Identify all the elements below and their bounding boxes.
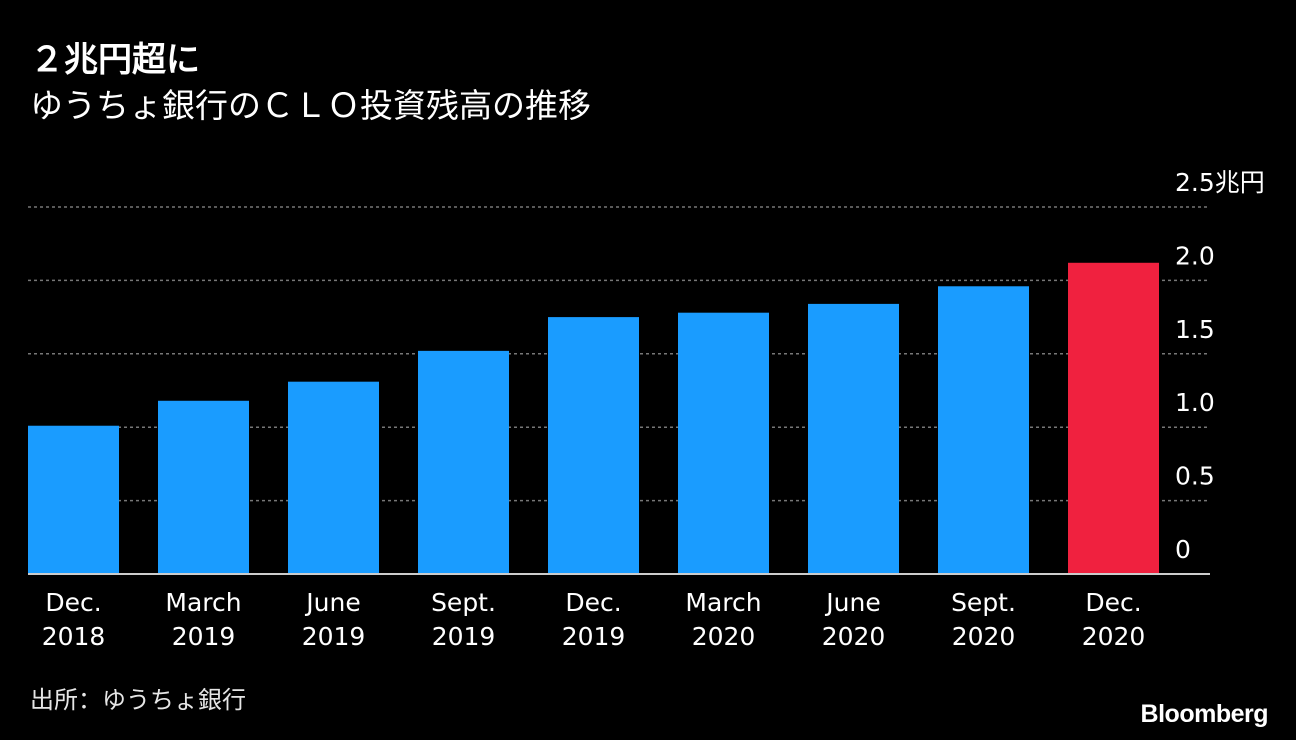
x-tick-labels: Dec. 2018 March 2019 June 2019 Sept. 2019 Dec. 20… xyxy=(42,588,1146,651)
x-tick-period: Sept. xyxy=(951,588,1016,617)
x-tick-year: 2019 xyxy=(432,622,496,651)
bar xyxy=(288,381,379,574)
bar xyxy=(158,400,249,574)
x-tick-year: 2020 xyxy=(1082,622,1146,651)
x-tick-period: Dec. xyxy=(45,588,101,617)
bar xyxy=(548,317,639,574)
x-tick-label: March 2020 xyxy=(685,588,761,651)
bar xyxy=(678,312,769,574)
y-tick-label: 1.0 xyxy=(1175,388,1215,417)
x-tick-period: March xyxy=(685,588,761,617)
y-tick-label: 2.5兆円 xyxy=(1175,168,1265,197)
bar xyxy=(28,425,119,574)
x-tick-period: Dec. xyxy=(565,588,621,617)
x-tick-period: June xyxy=(304,588,360,617)
x-tick-label: March 2019 xyxy=(165,588,241,651)
x-tick-label: June 2019 xyxy=(302,588,366,651)
x-tick-year: 2019 xyxy=(172,622,236,651)
bar xyxy=(938,286,1029,574)
bar xyxy=(1068,262,1159,574)
x-tick-label: Dec. 2020 xyxy=(1082,588,1146,651)
chart-subtitle: ゆうちょ銀行のＣＬＯ投資残高の推移 xyxy=(30,86,591,125)
x-tick-label: June 2020 xyxy=(822,588,886,651)
x-tick-year: 2020 xyxy=(822,622,886,651)
x-tick-label: Dec. 2018 xyxy=(42,588,106,651)
x-tick-period: Sept. xyxy=(431,588,496,617)
x-tick-label: Sept. 2020 xyxy=(951,588,1016,651)
source-note: 出所：ゆうちょ銀行 xyxy=(30,686,246,714)
x-tick-label: Sept. 2019 xyxy=(431,588,496,651)
x-tick-year: 2020 xyxy=(952,622,1016,651)
bars xyxy=(28,262,1159,574)
x-tick-year: 2019 xyxy=(562,622,626,651)
y-tick-label: 0.5 xyxy=(1175,462,1215,491)
chart-title: ２兆円超に xyxy=(30,40,200,80)
y-tick-label: 0 xyxy=(1175,535,1191,564)
y-tick-label: 2.0 xyxy=(1175,241,1215,270)
y-tick-label: 1.5 xyxy=(1175,315,1215,344)
x-tick-year: 2018 xyxy=(42,622,106,651)
x-tick-period: Dec. xyxy=(1085,588,1141,617)
x-tick-year: 2019 xyxy=(302,622,366,651)
bar xyxy=(418,350,509,574)
bloomberg-logo: Bloomberg xyxy=(1140,700,1269,728)
x-tick-period: June xyxy=(824,588,880,617)
x-tick-period: March xyxy=(165,588,241,617)
bar xyxy=(808,303,899,574)
y-tick-labels: 0 0.5 1.0 1.5 2.0 2.5兆円 xyxy=(1175,168,1265,564)
x-tick-label: Dec. 2019 xyxy=(562,588,626,651)
x-tick-year: 2020 xyxy=(692,622,756,651)
